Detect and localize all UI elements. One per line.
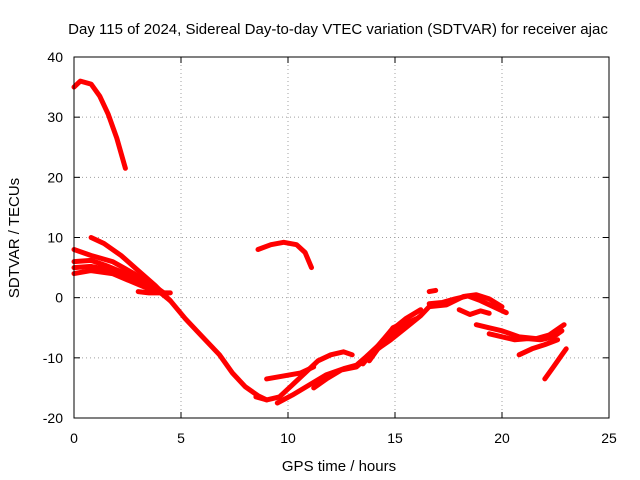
y-tick-label: 0 — [55, 290, 63, 306]
x-tick-label: 5 — [177, 430, 185, 446]
y-tick-labels: -20 -10 0 10 20 30 40 — [43, 49, 63, 426]
x-tick-label: 15 — [387, 430, 403, 446]
series-arc-6 — [71, 263, 167, 296]
series-arc-8 — [255, 239, 314, 271]
series-arc-16 — [426, 292, 505, 310]
series-arc-22 — [542, 346, 569, 382]
y-tick-label: -20 — [43, 410, 63, 426]
series-arc-19 — [473, 322, 567, 342]
data-series — [71, 78, 569, 406]
series-arc-20 — [486, 328, 565, 343]
chart-title: Day 115 of 2024, Sidereal Day-to-day VTE… — [68, 21, 608, 38]
y-tick-label: -10 — [43, 350, 63, 366]
gridlines — [74, 57, 609, 418]
y-tick-label: 30 — [47, 109, 63, 125]
series-arc-10 — [274, 316, 419, 406]
x-axis-label: GPS time / hours — [282, 458, 396, 475]
x-tick-label: 25 — [601, 430, 617, 446]
y-axis-label: SDTVAR / TECUs — [6, 178, 23, 298]
y-tick-label: 40 — [47, 49, 63, 65]
axis-ticks — [73, 56, 610, 419]
series-arc-21 — [516, 337, 561, 358]
series-arc-14 — [366, 320, 407, 364]
y-tick-label: 20 — [47, 169, 63, 185]
x-tick-label: 20 — [494, 430, 510, 446]
series-arc-7 — [135, 289, 173, 296]
series-arc-17 — [426, 287, 439, 295]
series-arc-2 — [88, 235, 270, 403]
series-arc-1 — [71, 78, 128, 171]
x-tick-label: 0 — [70, 430, 78, 446]
series-arc-18 — [456, 307, 492, 317]
series-arc-11 — [264, 364, 317, 382]
x-tick-label: 10 — [280, 430, 296, 446]
x-tick-labels: 0 5 10 15 20 25 — [70, 430, 617, 446]
series-arc-5 — [71, 268, 158, 295]
y-tick-label: 10 — [47, 230, 63, 246]
